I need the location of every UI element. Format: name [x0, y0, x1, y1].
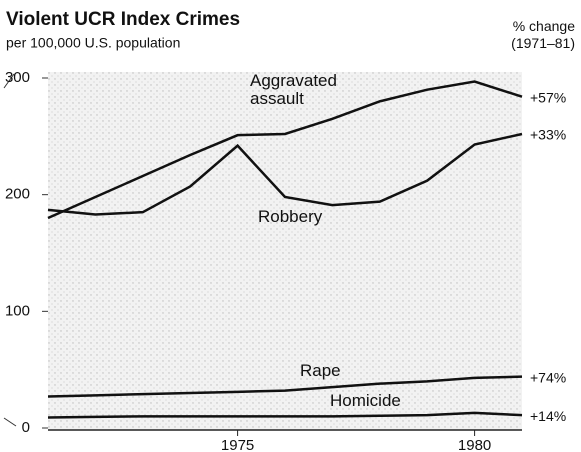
series-label: Homicide — [330, 391, 401, 410]
decor — [3, 73, 15, 89]
end-label: +57% — [530, 89, 566, 105]
series-line — [47, 411, 523, 419]
y-tick-label: 300 — [5, 69, 30, 86]
chart-title: Violent UCR Index Crimes — [6, 9, 240, 30]
plot-background — [48, 72, 522, 430]
end-label: +14% — [530, 408, 566, 424]
series-line — [47, 132, 523, 216]
series-line — [47, 375, 523, 398]
x-tick-label: 1980 — [458, 437, 491, 452]
series-label: Rape — [300, 361, 341, 380]
x-tick-label: 1975 — [221, 437, 254, 452]
series-label: Robbery — [258, 207, 323, 226]
y-tick-label: 100 — [5, 302, 30, 319]
end-label: +74% — [530, 369, 566, 385]
chart-subtitle: per 100,000 U.S. population — [6, 35, 180, 51]
y-tick-label: 200 — [5, 186, 30, 203]
decor — [3, 417, 17, 427]
series-line — [47, 80, 523, 220]
y-tick-label: 0 — [22, 419, 30, 436]
end-label: +33% — [530, 127, 566, 143]
series-label: Aggravated assault — [250, 71, 337, 108]
annotation: % change (1971–81) — [511, 18, 575, 51]
